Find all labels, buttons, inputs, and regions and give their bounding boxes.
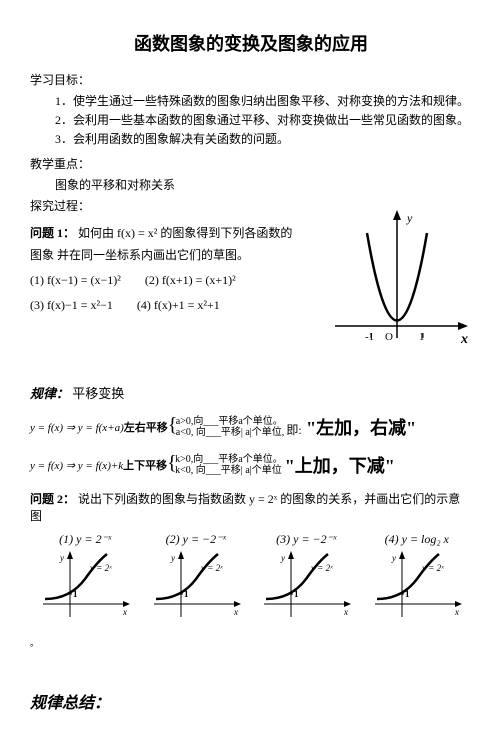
- t2-brace-bot: k<0, 向___平移| a|个单位: [175, 465, 283, 476]
- rule-label: 规律：: [30, 386, 69, 401]
- x-axis-label: x: [460, 332, 468, 347]
- mini-graph-row: (1) y = 2⁻ˣ 1 y = 2ˣ x y (2) y = −2⁻ˣ 1 …: [30, 532, 472, 628]
- mini-2-label: y = 2ˣ: [200, 563, 223, 573]
- svg-text:1: 1: [294, 589, 299, 599]
- mini-4-title: (4) y = log₂ x: [364, 532, 469, 547]
- tick-neg1: -1: [365, 331, 374, 343]
- svg-text:x: x: [233, 607, 238, 617]
- mini-3-title: (3) y = −2⁻ˣ: [254, 532, 359, 547]
- mini-graph-2: (2) y = −2⁻ˣ 1 y = 2ˣ x y: [143, 532, 248, 628]
- svg-text:y: y: [280, 553, 285, 563]
- mini-graph-3: (3) y = −2⁻ˣ 1 y = 2ˣ x y: [254, 532, 359, 628]
- mini-graph-1: (1) y = 2⁻ˣ 1 y = 2ˣ x y: [33, 532, 138, 628]
- t1-lhs: y = f(x) ⇒ y = f(x+a): [30, 421, 124, 434]
- t1-pre: 即:: [286, 423, 301, 437]
- objectives-label: 学习目标：: [30, 71, 472, 88]
- t1-tail: 即: "左加，右减": [286, 414, 416, 440]
- t1-brace-top: a>0,向___平移a个单位。: [176, 416, 285, 427]
- t2-brace-top: k>0,向___平移a个单位。: [175, 454, 283, 465]
- t2-quote: "上加，下减": [285, 452, 395, 478]
- t1-quote: "左加，右减": [306, 418, 416, 438]
- q2-text: 说出下列函数的图象与指数函数 y = 2ˣ 的图象的关系，并画出它们的示意图: [30, 492, 460, 523]
- objectives-list: 1．使学生通过一些特殊函数的图象归纳出图象平移、对称变换的方法和规律。 2．会利…: [30, 92, 472, 147]
- objective-item: 2．会利用一些基本函数的图象通过平移、对称变换做出一些常见函数的图象。: [55, 111, 472, 128]
- svg-text:y: y: [59, 553, 64, 563]
- svg-text:y: y: [170, 553, 175, 563]
- t2-mid: 上下平移: [123, 457, 167, 473]
- rule-1: 规律： 平移变换: [30, 383, 472, 402]
- q1-label: 问题 1：: [30, 226, 75, 240]
- svg-text:x: x: [122, 607, 127, 617]
- transform-vertical: y = f(x) ⇒ y = f(x)+k 上下平移 k>0,向___平移a个单…: [30, 452, 472, 478]
- t1-brace: a>0,向___平移a个单位。 a<0, 向___平移| a|个单位,: [168, 416, 285, 438]
- svg-text:1: 1: [405, 589, 410, 599]
- svg-text:x: x: [454, 607, 459, 617]
- mini-3-label: y = 2ˣ: [310, 563, 333, 573]
- mini-1-label: y = 2ˣ: [89, 563, 112, 573]
- page-title: 函数图象的变换及图象的应用: [30, 30, 472, 56]
- svg-text:1: 1: [184, 589, 189, 599]
- rule-text: 平移变换: [72, 386, 124, 401]
- key-content: 图象的平移和对称关系: [55, 176, 472, 193]
- svg-text:y: y: [391, 553, 396, 563]
- summary-label: 规律总结：: [30, 689, 472, 713]
- q1-text-a: 如何由 f(x) = x² 的图象得到下列各函数的: [78, 226, 292, 240]
- parabola-graph: y x -1 1 O: [327, 208, 472, 373]
- mini-1-title: (1) y = 2⁻ˣ: [33, 532, 138, 547]
- t1-mid: 左右平移: [124, 419, 168, 435]
- objective-item: 3．会利用函数的图象解决有关函数的问题。: [55, 130, 472, 147]
- t2-lhs: y = f(x) ⇒ y = f(x)+k: [30, 459, 123, 472]
- y-axis-label: y: [406, 211, 413, 225]
- mini-graph-4: (4) y = log₂ x 1 y = 2ˣ x y: [364, 532, 469, 628]
- transform-horizontal: y = f(x) ⇒ y = f(x+a) 左右平移 a>0,向___平移a个单…: [30, 414, 472, 440]
- t2-brace: k>0,向___平移a个单位。 k<0, 向___平移| a|个单位: [167, 454, 283, 476]
- key-label: 教学重点：: [30, 155, 472, 172]
- mini-4-label: y = 2ˣ: [421, 563, 444, 573]
- t1-brace-bot: a<0, 向___平移| a|个单位,: [176, 427, 285, 438]
- svg-text:x: x: [343, 607, 348, 617]
- mini-2-title: (2) y = −2⁻ˣ: [143, 532, 248, 547]
- question-2: 问题 2： 说出下列函数的图象与指数函数 y = 2ˣ 的图象的关系，并画出它们…: [30, 490, 472, 524]
- origin-label: O: [385, 331, 393, 343]
- svg-text:1: 1: [73, 589, 78, 599]
- tick-1: 1: [419, 331, 425, 343]
- q2-label: 问题 2：: [30, 492, 75, 506]
- objective-item: 1．使学生通过一些特殊函数的图象归纳出图象平移、对称变换的方法和规律。: [55, 92, 472, 109]
